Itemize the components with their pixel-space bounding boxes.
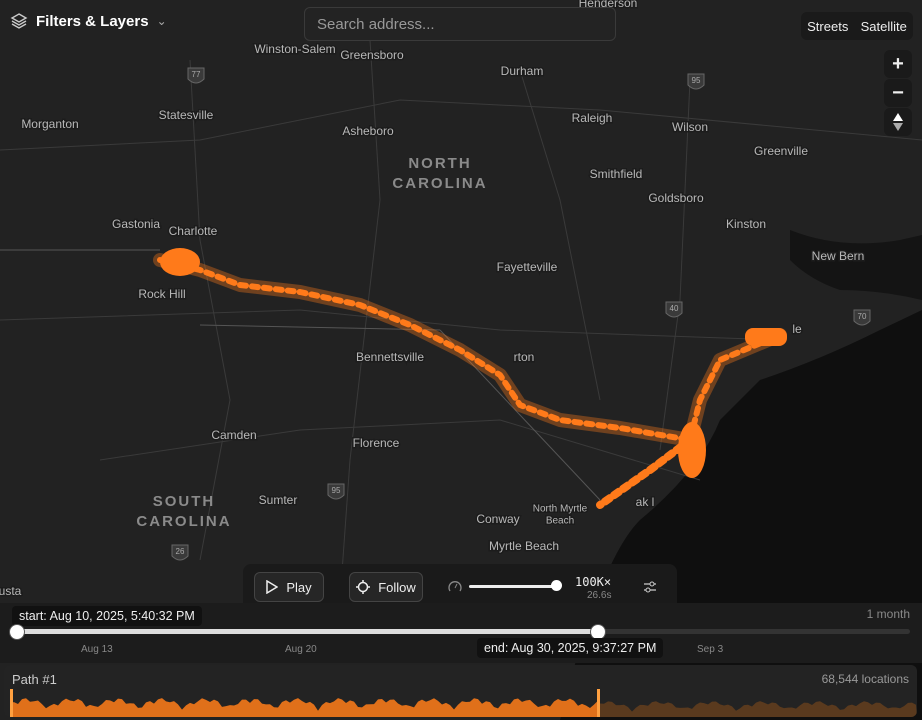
timeline: start: Aug 10, 2025, 5:40:32 PM 1 month … <box>0 603 922 663</box>
duration: 26.6s <box>587 590 612 601</box>
city-label: Greenville <box>754 144 808 158</box>
speed-track <box>469 585 557 588</box>
city-label: Myrtle Beach <box>489 539 559 553</box>
city-label: Durham <box>501 64 544 78</box>
search-input[interactable]: Search address... <box>304 7 616 41</box>
speed-value: 100K× <box>575 575 612 589</box>
city-label: Goldsboro <box>648 191 704 205</box>
activity-histogram <box>10 689 917 717</box>
city-label: Henderson <box>579 0 638 10</box>
city-label: Rock Hill <box>138 287 185 301</box>
style-satellite[interactable]: Satellite <box>860 18 907 34</box>
track-name: Path #1 <box>12 672 57 687</box>
highway-number: 95 <box>332 486 341 495</box>
state-label: SOUTH <box>153 493 216 510</box>
settings-icon[interactable] <box>643 580 657 594</box>
compass[interactable] <box>884 108 912 136</box>
city-label: Beach <box>546 516 574 527</box>
playback-bar: Play Follow 100K× 26.6s <box>243 564 677 608</box>
highway-shield <box>687 73 705 90</box>
highway-shield <box>187 67 205 84</box>
play-label: Play <box>286 579 312 595</box>
state-label: NORTH <box>408 155 471 172</box>
highway-number: 70 <box>858 312 867 321</box>
city-label: Asheboro <box>342 124 394 138</box>
city-label: Greensboro <box>340 48 404 62</box>
follow-button[interactable]: Follow <box>349 572 423 602</box>
city-label: Statesville <box>159 108 214 122</box>
range-label: 1 month <box>866 607 910 621</box>
style-streets[interactable]: Streets <box>807 18 849 34</box>
tick-label: Aug 20 <box>285 644 317 655</box>
city-label: Morganton <box>21 117 78 131</box>
highway-number: 26 <box>176 547 185 556</box>
highway-number: 95 <box>692 76 701 85</box>
city-label: rton <box>514 350 535 364</box>
state-label: CAROLINA <box>392 175 487 192</box>
map-style-switch: Streets Satellite <box>801 12 913 40</box>
zoom-in[interactable]: + <box>884 50 912 78</box>
track-panel: Path #1 68,544 locations <box>4 665 917 717</box>
city-label: ak l <box>636 495 655 509</box>
city-label: Conway <box>476 512 519 526</box>
city-label: Winston-Salem <box>254 42 335 56</box>
speed-icon <box>448 581 462 592</box>
search-placeholder: Search address... <box>317 15 435 33</box>
highway-shield <box>853 309 871 326</box>
filters-title: Filters & Layers <box>36 12 149 30</box>
city-label: Gastonia <box>112 217 160 231</box>
start-handle[interactable] <box>9 624 25 640</box>
track-count: 68,544 locations <box>821 672 909 686</box>
city-label: Smithfield <box>590 167 643 181</box>
city-label: Sumter <box>259 493 298 507</box>
zoom-in-label: + <box>892 52 904 75</box>
highway-number: 77 <box>192 70 201 79</box>
city-label: North Myrtle <box>533 504 588 515</box>
city-label: Raleigh <box>572 111 613 125</box>
city-label: Charlotte <box>169 224 218 238</box>
layers-icon <box>10 13 28 29</box>
end-label: end: Aug 30, 2025, 9:37:27 PM <box>477 638 664 658</box>
city-label: Fayetteville <box>497 260 558 274</box>
highway-shield <box>327 483 345 500</box>
speed-thumb[interactable] <box>551 580 562 591</box>
timeline-range <box>16 629 598 634</box>
tick-label: Sep 3 <box>697 644 724 655</box>
highway-shield <box>665 301 683 318</box>
city-label: usta <box>0 584 22 598</box>
city-label: Camden <box>211 428 256 442</box>
follow-icon <box>356 580 371 594</box>
highway-number: 40 <box>670 304 679 313</box>
follow-label: Follow <box>378 579 416 595</box>
city-label: Florence <box>353 436 400 450</box>
highway-shield <box>171 544 189 561</box>
play-button[interactable]: Play <box>254 572 324 602</box>
zoom-out[interactable]: − <box>884 79 912 107</box>
start-label: start: Aug 10, 2025, 5:40:32 PM <box>12 606 202 626</box>
zoom-out-label: − <box>892 81 904 104</box>
state-label: CAROLINA <box>136 513 231 530</box>
chevron: ⌄ <box>156 14 167 28</box>
play-icon <box>266 580 279 594</box>
compass-icon <box>893 113 903 131</box>
city-label: Bennettsville <box>356 350 424 364</box>
city-label: le <box>792 322 802 336</box>
city-label: Kinston <box>726 217 766 231</box>
city-label: Wilson <box>672 120 708 134</box>
city-label: New Bern <box>812 249 865 263</box>
filters-toggle[interactable]: Filters & Layers ⌄ <box>10 12 167 30</box>
tick-label: Aug 13 <box>81 644 113 655</box>
